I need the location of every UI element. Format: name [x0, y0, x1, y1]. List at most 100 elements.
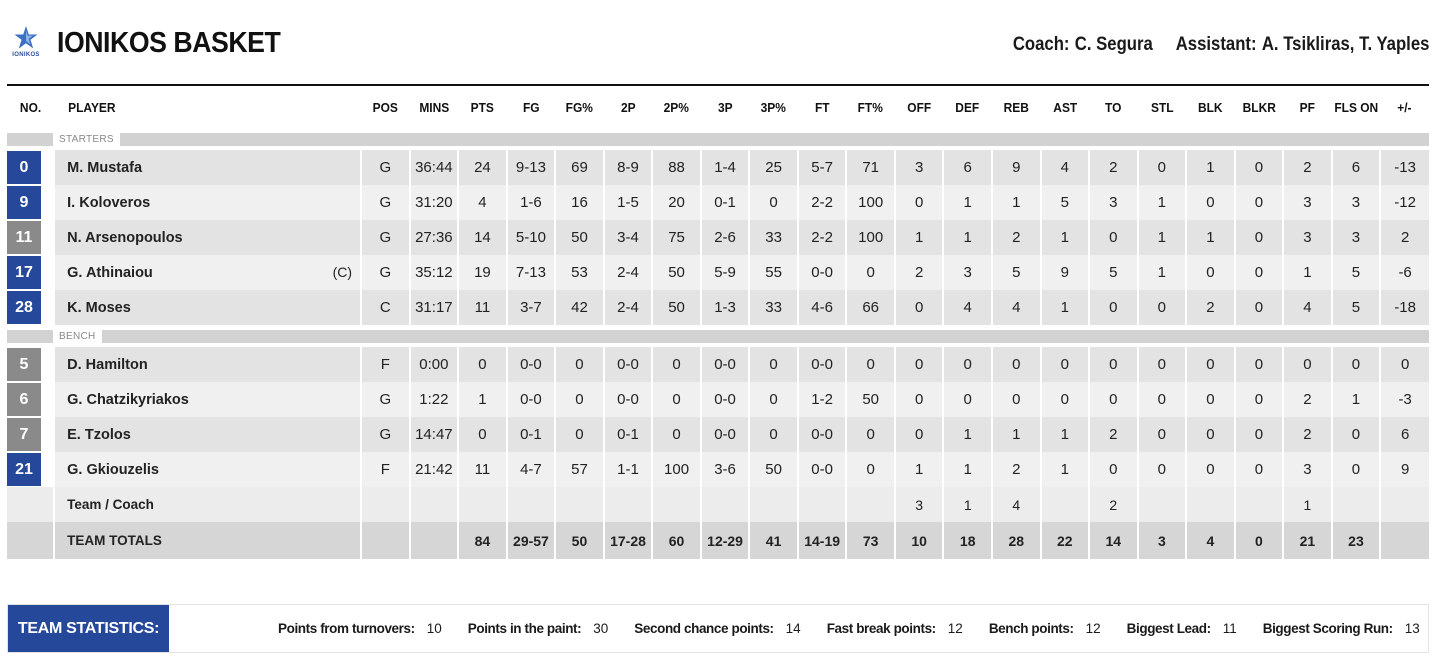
column-header[interactable]: POS — [372, 99, 398, 115]
column-header[interactable]: PLAYER — [68, 99, 116, 115]
stat-cell: 5-10 — [505, 220, 556, 255]
column-header[interactable]: TO — [1105, 99, 1122, 115]
stat-cell — [1233, 487, 1284, 522]
column-header[interactable]: STL — [1150, 99, 1174, 115]
column-header[interactable]: FG% — [565, 99, 594, 115]
team-stat-item: Points from turnovers: 10 — [278, 621, 442, 636]
stat-cell: 11 — [457, 290, 507, 325]
stat-cell — [699, 487, 750, 522]
column-header[interactable]: MINS — [418, 99, 449, 115]
stat-cell: 88 — [651, 150, 701, 185]
stat-cell: 5 — [1039, 185, 1090, 220]
player-name-link[interactable]: M. Mustafa — [67, 159, 143, 176]
stat-cell: F — [360, 347, 410, 382]
stat-cell: G — [360, 150, 410, 185]
player-name-cell[interactable]: G. Gkiouzelis — [53, 452, 362, 487]
player-name-cell[interactable]: G. Athinaiou (C) — [53, 255, 362, 290]
team-stat-item: Fast break points: 12 — [827, 621, 963, 636]
player-name-link[interactable]: K. Moses — [67, 299, 131, 316]
player-name-link[interactable]: E. Tzolos — [67, 426, 131, 443]
player-row[interactable]: 5 D. Hamilton F 0:00 0 0-0 0 0-0 0 0-0 0 0-0 0 0 0 0 0 0 0… — [7, 347, 1429, 382]
player-name-cell[interactable]: D. Hamilton — [53, 347, 362, 382]
player-row[interactable]: 6 G. Chatzikyriakos G 1:22 1 0-0 0 0-0 0 0-0 0 1-2 5… — [7, 382, 1429, 417]
column-header[interactable]: 2P — [620, 99, 636, 115]
player-name-link[interactable]: G. Athinaiou — [67, 264, 153, 281]
team-statistics-items: Points from turnovers: 10 Points in the pa… — [278, 605, 1433, 652]
coach-name: C. Segura — [1074, 34, 1153, 55]
jersey-number-cell: 7 — [7, 417, 54, 452]
stat-cell: 0 — [1185, 417, 1235, 452]
column-header[interactable]: 2P% — [663, 99, 690, 115]
stat-cell: 3 — [1282, 185, 1332, 220]
column-header[interactable]: 3P% — [760, 99, 787, 115]
stat-cell: 0 — [651, 347, 701, 382]
player-row[interactable]: 17 G. Athinaiou (C) G 35:12 19 7-13 53 2-4 50 5-9 5… — [7, 255, 1429, 290]
player-name-link[interactable]: N. Arsenopoulos — [67, 229, 183, 246]
team-stat-value: 12 — [1085, 621, 1101, 636]
player-name-cell[interactable]: G. Chatzikyriakos — [53, 382, 362, 417]
player-name-cell[interactable]: I. Koloveros — [53, 185, 362, 220]
player-row[interactable]: 28 K. Moses C 31:17 11 3-7 42 2-4 50 1-3 33 4-6 66 0 4… — [7, 290, 1429, 325]
stat-cell: 0 — [1088, 290, 1138, 325]
stat-cell: 3 — [1282, 452, 1332, 487]
team-totals-row-label: TEAM TOTALS — [53, 522, 362, 559]
team-statistics-label: TEAM STATISTICS: — [8, 605, 169, 652]
stat-cell — [360, 487, 410, 522]
stat-cell: 2 — [1379, 220, 1429, 255]
player-row[interactable]: 9 I. Koloveros G 31:20 4 1-6 16 1-5 20 0-1 0 2-2 100… — [7, 185, 1429, 220]
stat-cell: 21:42 — [408, 452, 459, 487]
stat-cell: 1 — [942, 487, 992, 522]
stat-cell: 73 — [845, 522, 895, 559]
column-header[interactable]: PF — [1299, 99, 1316, 115]
column-header[interactable]: FT — [814, 99, 830, 115]
jersey-number-cell: 21 — [7, 452, 54, 487]
column-header[interactable]: DEF — [955, 99, 980, 115]
column-header[interactable]: FLS ON — [1334, 99, 1378, 115]
column-header[interactable]: FT% — [858, 99, 884, 115]
stat-cell: 1 — [1039, 220, 1090, 255]
stat-cell: -3 — [1379, 382, 1429, 417]
stat-cell: 0-0 — [505, 382, 556, 417]
stat-cell: 9 — [1039, 255, 1090, 290]
stat-cell — [602, 487, 653, 522]
stat-cell — [1379, 522, 1429, 559]
player-name-cell[interactable]: K. Moses — [53, 290, 362, 325]
column-header[interactable]: OFF — [907, 99, 932, 115]
player-row[interactable]: 0 M. Mustafa G 36:44 24 9-13 69 8-9 88 1-4 25 5-7 71… — [7, 150, 1429, 185]
player-name-link[interactable]: D. Hamilton — [67, 356, 148, 373]
column-header[interactable]: REB — [1003, 99, 1029, 115]
column-header[interactable]: 3P — [717, 99, 733, 115]
player-name-cell[interactable]: N. Arsenopoulos — [53, 220, 362, 255]
player-name-link[interactable]: G. Chatzikyriakos — [67, 391, 189, 408]
column-header[interactable]: BLKR — [1242, 99, 1276, 115]
stat-cell: 0 — [748, 382, 798, 417]
column-header[interactable]: BLK — [1198, 99, 1223, 115]
team-stat-label: Biggest Lead: — [1126, 621, 1211, 636]
stat-cell: 3 — [1282, 220, 1332, 255]
stat-cell: 0 — [1088, 382, 1138, 417]
stat-cell — [845, 487, 895, 522]
stat-cell: 4 — [1282, 290, 1332, 325]
player-row[interactable]: 11 N. Arsenopoulos G 27:36 14 5-10 50 3-4 75 2-6 3… — [7, 220, 1429, 255]
stat-cell — [1379, 487, 1429, 522]
column-header[interactable]: NO. — [19, 99, 42, 115]
stat-cell: 0 — [893, 382, 944, 417]
player-row[interactable]: 7 E. Tzolos G 14:47 0 0-1 0 0-1 0 0-0 0 0-0 0 0 1 1 1 2 0 0… — [7, 417, 1429, 452]
table-header-row: NO. PLAYER POS MINS PTS FG FG% 2P 2P% 3P 3P% FT FT% O… — [7, 86, 1429, 128]
stat-cell: 0 — [554, 417, 604, 452]
player-row[interactable]: 21 G. Gkiouzelis F 21:42 11 4-7 57 1-1 100 3-6 50 0… — [7, 452, 1429, 487]
column-header[interactable]: FG — [522, 99, 540, 115]
stat-cell: 0 — [1233, 347, 1284, 382]
player-name-link[interactable]: I. Koloveros — [67, 194, 151, 211]
player-name-cell[interactable]: M. Mustafa — [53, 150, 362, 185]
team-stat-value: 10 — [426, 621, 442, 636]
team-stat-value: 12 — [947, 621, 963, 636]
column-header[interactable]: +/- — [1397, 99, 1412, 115]
stat-cell: 2 — [990, 452, 1041, 487]
column-header[interactable]: PTS — [470, 99, 495, 115]
stat-cell: 0-0 — [699, 417, 750, 452]
column-header[interactable]: AST — [1052, 99, 1077, 115]
player-name-link[interactable]: G. Gkiouzelis — [67, 461, 159, 478]
player-name-cell[interactable]: E. Tzolos — [53, 417, 362, 452]
stat-cell: 3-4 — [602, 220, 653, 255]
